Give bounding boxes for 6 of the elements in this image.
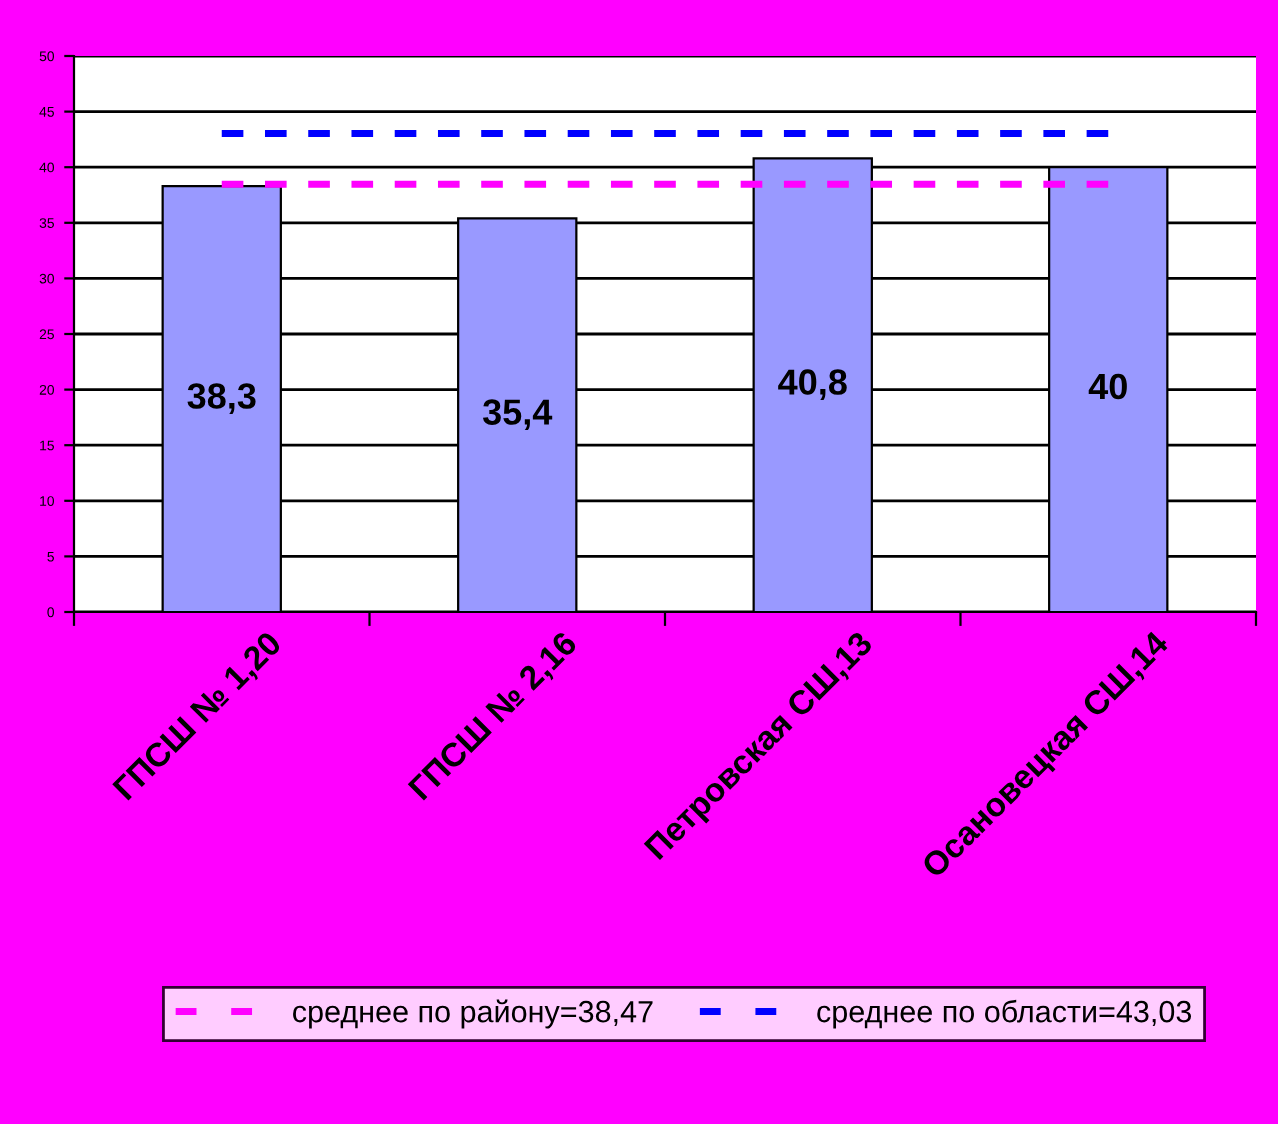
data-label: 40 xyxy=(1088,373,1127,400)
data-label: 40,8 xyxy=(778,369,847,401)
legend-label: среднее по району=38,47 xyxy=(293,999,653,1029)
data-label: 38,3 xyxy=(187,383,256,414)
legend-label: среднее по области=43,03 xyxy=(817,999,1192,1029)
data-label: 35,4 xyxy=(482,399,553,431)
